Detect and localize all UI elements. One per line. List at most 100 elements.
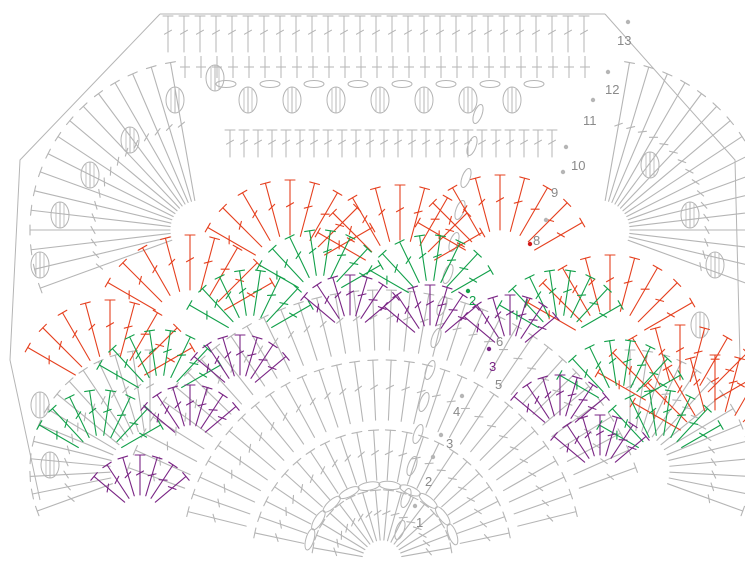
- stitch-stem: [353, 290, 361, 352]
- stitch-stem: [448, 384, 479, 438]
- stitch-slash: [696, 190, 705, 197]
- stitch: [504, 294, 516, 336]
- stitch-slash: [698, 424, 707, 430]
- stitch-stem: [207, 226, 256, 256]
- stitch: [200, 391, 228, 429]
- stitch-stem: [374, 187, 391, 242]
- stitch: [605, 415, 623, 457]
- stitch-slash: [710, 458, 717, 466]
- stitch-slash: [474, 415, 484, 418]
- stitch-stem: [524, 315, 557, 343]
- stitch-stem: [206, 344, 230, 379]
- stitch-stem: [492, 296, 505, 337]
- stitch-slash: [117, 414, 127, 417]
- stitch: [537, 375, 555, 417]
- stitch-stem: [460, 309, 484, 366]
- stitch: [194, 15, 206, 53]
- stitch-slash: [608, 357, 617, 364]
- stitch-slash: [675, 347, 685, 353]
- stitch: [610, 421, 638, 459]
- stitch-slash: [592, 443, 601, 449]
- stitch-top: [324, 229, 336, 233]
- chain-stitch: [311, 510, 326, 531]
- stitch-slash: [351, 517, 356, 527]
- stitch: [328, 208, 373, 253]
- stitch-top: [137, 244, 148, 251]
- stitch: [184, 234, 196, 291]
- stitch: [681, 420, 724, 449]
- stitch-slash: [637, 364, 647, 367]
- stitch: [38, 323, 83, 368]
- stitch-top: [407, 285, 419, 290]
- stitch-slash: [116, 156, 120, 166]
- stitch-slash: [203, 260, 213, 264]
- stitch-slash: [711, 470, 717, 479]
- stitch-slash: [725, 368, 735, 372]
- stitch: [420, 129, 432, 158]
- stitch-stem: [617, 93, 703, 207]
- stitch-stem: [400, 534, 449, 554]
- stitch-stem: [111, 348, 144, 383]
- stitch: [312, 281, 340, 319]
- stitch: [304, 229, 317, 276]
- row-label-11: 11: [583, 113, 597, 128]
- stitch-slash: [247, 353, 257, 357]
- stitch-slash: [403, 316, 412, 321]
- stitch-top: [258, 314, 269, 321]
- stitch-slash: [337, 254, 347, 257]
- stitch-top: [265, 390, 275, 398]
- stitch-slash: [691, 179, 700, 185]
- stitch: [542, 382, 593, 426]
- stitch-top: [722, 334, 733, 341]
- stitch-top: [32, 263, 37, 275]
- stitch: [132, 445, 191, 476]
- stitch-slash: [537, 326, 547, 330]
- stitch-top: [332, 189, 343, 196]
- stitch: [394, 239, 420, 284]
- start-dot: [438, 432, 444, 438]
- stitch-top: [642, 432, 650, 441]
- stitch: [322, 129, 334, 158]
- stitch: [382, 489, 395, 541]
- stitch-slash: [135, 470, 145, 476]
- stitch: [629, 232, 745, 248]
- stitch-top: [726, 116, 734, 126]
- stitch-stem: [143, 432, 198, 462]
- stitch-slash: [129, 422, 139, 425]
- stitch-slash: [526, 403, 530, 413]
- stitch: [487, 295, 505, 337]
- stitch-stem: [565, 376, 578, 417]
- stitch: [150, 461, 178, 499]
- stitch: [668, 477, 745, 495]
- stitch-slash: [106, 483, 110, 493]
- stitch-stem: [479, 416, 523, 461]
- stitch-stem: [246, 325, 278, 379]
- stitch-top: [643, 378, 652, 387]
- stitch-slash: [473, 508, 482, 515]
- stitch-top: [232, 244, 243, 251]
- stitch-slash: [139, 432, 148, 438]
- stitch-top: [351, 430, 363, 434]
- stitch: [242, 15, 254, 53]
- stitch: [392, 129, 404, 158]
- stitch-slash: [308, 29, 316, 35]
- stitch: [534, 217, 586, 251]
- stitch-slash: [476, 323, 480, 333]
- stitch-slash: [388, 29, 396, 35]
- stitch-stem: [317, 231, 366, 261]
- stitch-slash: [185, 257, 195, 263]
- stitch: [419, 194, 453, 246]
- stitch-top: [132, 445, 138, 456]
- stitch-top: [326, 508, 334, 518]
- stitch-stem: [228, 430, 276, 471]
- stitch-top: [328, 208, 337, 217]
- stitch-top: [543, 343, 553, 351]
- stitch-stem: [474, 177, 491, 232]
- stitch-slash: [303, 205, 313, 209]
- stitch: [154, 472, 190, 503]
- stitch: [217, 335, 235, 377]
- stitch-stem: [181, 364, 222, 389]
- stitch-top: [395, 490, 407, 495]
- stitch-top: [237, 189, 248, 196]
- stitch: [486, 323, 522, 379]
